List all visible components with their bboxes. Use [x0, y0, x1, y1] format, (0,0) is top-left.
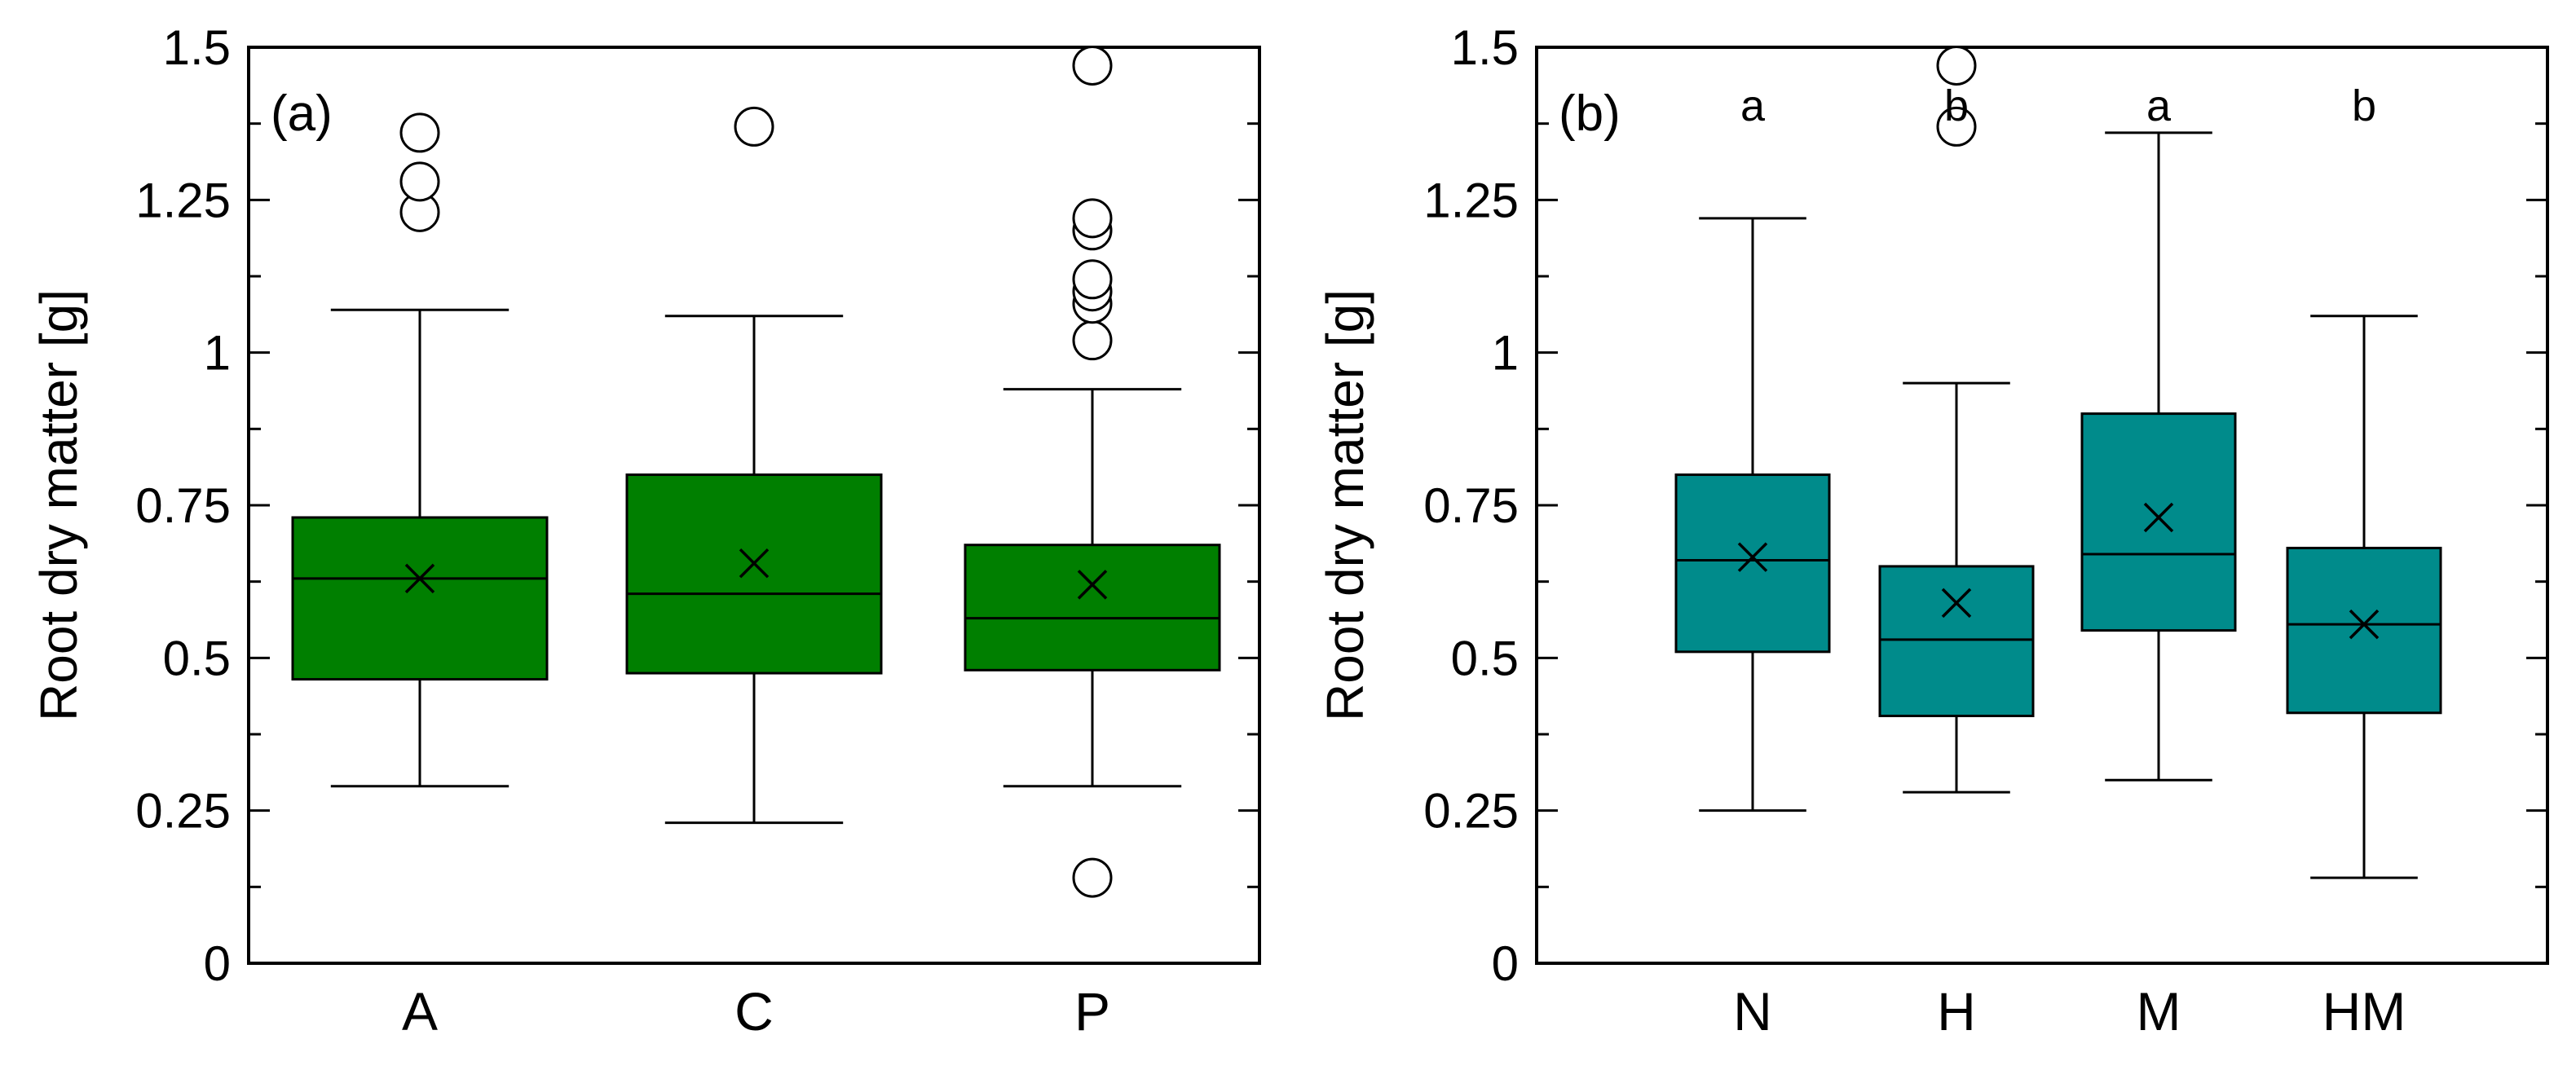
box-H: bH — [1878, 45, 2035, 1041]
box-iqr — [2080, 412, 2237, 632]
outlier-point — [1072, 857, 1113, 898]
x-category-label: M — [2137, 981, 2181, 1041]
mean-marker — [1737, 542, 1768, 572]
mean-marker — [2143, 502, 2174, 533]
x-category-label: N — [1733, 981, 1772, 1041]
mean-marker-stroke — [2349, 609, 2380, 640]
box-N: aN — [1674, 81, 1831, 1041]
outlier-point — [399, 112, 440, 153]
y-tick-label: 0 — [1492, 936, 1519, 991]
y-tick-label: 0 — [204, 936, 231, 991]
box-iqr — [2286, 546, 2442, 715]
mean-marker — [2349, 609, 2380, 640]
y-tick-label: 0.5 — [163, 631, 231, 685]
mean-marker-stroke — [404, 563, 435, 594]
mean-marker-stroke — [1941, 588, 1972, 619]
y-tick-label: 0.25 — [1423, 784, 1519, 839]
box-iqr — [964, 544, 1221, 672]
mean-marker — [739, 548, 770, 579]
chart-panel-2: 0 0.25 0.5 0.75 1 1.25 1.5 Root dry matter [g] (… — [1316, 20, 2549, 1041]
y-tick-label: 0.25 — [135, 784, 231, 839]
box-iqr — [1674, 473, 1831, 654]
box-A: A — [291, 112, 549, 1041]
x-category-label: A — [402, 981, 438, 1041]
y-tick-label: 1.25 — [135, 173, 231, 227]
panel-label: (a) — [271, 86, 333, 142]
significance-label: b — [2352, 81, 2376, 130]
box-M: aM — [2080, 81, 2237, 1041]
x-category-label: H — [1937, 981, 1976, 1041]
x-category-label: HM — [2322, 981, 2406, 1041]
outlier-point — [1936, 106, 1977, 147]
box-iqr — [625, 473, 883, 675]
box-iqr — [1878, 565, 2035, 718]
outlier-point — [1072, 198, 1113, 239]
mean-marker — [1077, 570, 1108, 600]
box-iqr — [291, 516, 549, 681]
outlier-point — [1072, 45, 1113, 86]
outlier-point — [1072, 320, 1113, 361]
mean-marker-stroke — [1077, 570, 1108, 600]
y-tick-label: 0.75 — [1423, 478, 1519, 533]
y-axis-label: Root dry matter [g] — [1316, 289, 1374, 721]
box-HM: b HM — [2286, 81, 2442, 1041]
mean-marker-stroke — [1737, 542, 1768, 572]
mean-marker — [1941, 588, 1972, 619]
x-category-label: P — [1074, 981, 1110, 1041]
y-tick-label: 0.5 — [1451, 631, 1519, 685]
panel-label: (b) — [1559, 86, 1621, 142]
significance-label: b — [1944, 81, 1969, 130]
mean-marker-stroke — [739, 548, 770, 579]
box-P: P — [964, 45, 1221, 1041]
y-tick-label: 0.75 — [135, 478, 231, 533]
outlier-point — [399, 161, 440, 202]
outlier-point — [734, 106, 774, 147]
y-tick-label: 1 — [204, 326, 231, 381]
significance-label: a — [1740, 81, 1766, 130]
y-tick-label: 1.5 — [1451, 20, 1519, 75]
y-tick-label: 1 — [1492, 326, 1519, 381]
x-category-label: C — [734, 981, 774, 1041]
y-tick-label: 1.25 — [1423, 173, 1519, 227]
y-tick-label: 1.5 — [163, 20, 231, 75]
box-C: C — [625, 106, 883, 1041]
y-axis-label: Root dry matter [g] — [29, 289, 88, 721]
mean-marker — [404, 563, 435, 594]
significance-label: a — [2146, 81, 2172, 130]
mean-marker-stroke — [2143, 502, 2174, 533]
outlier-point — [1072, 259, 1113, 300]
chart-panel-1: 0 0.25 0.5 0.75 1 1.25 1.5 Root dry matter [g] (… — [29, 20, 1261, 1041]
outlier-point — [1936, 45, 1977, 86]
